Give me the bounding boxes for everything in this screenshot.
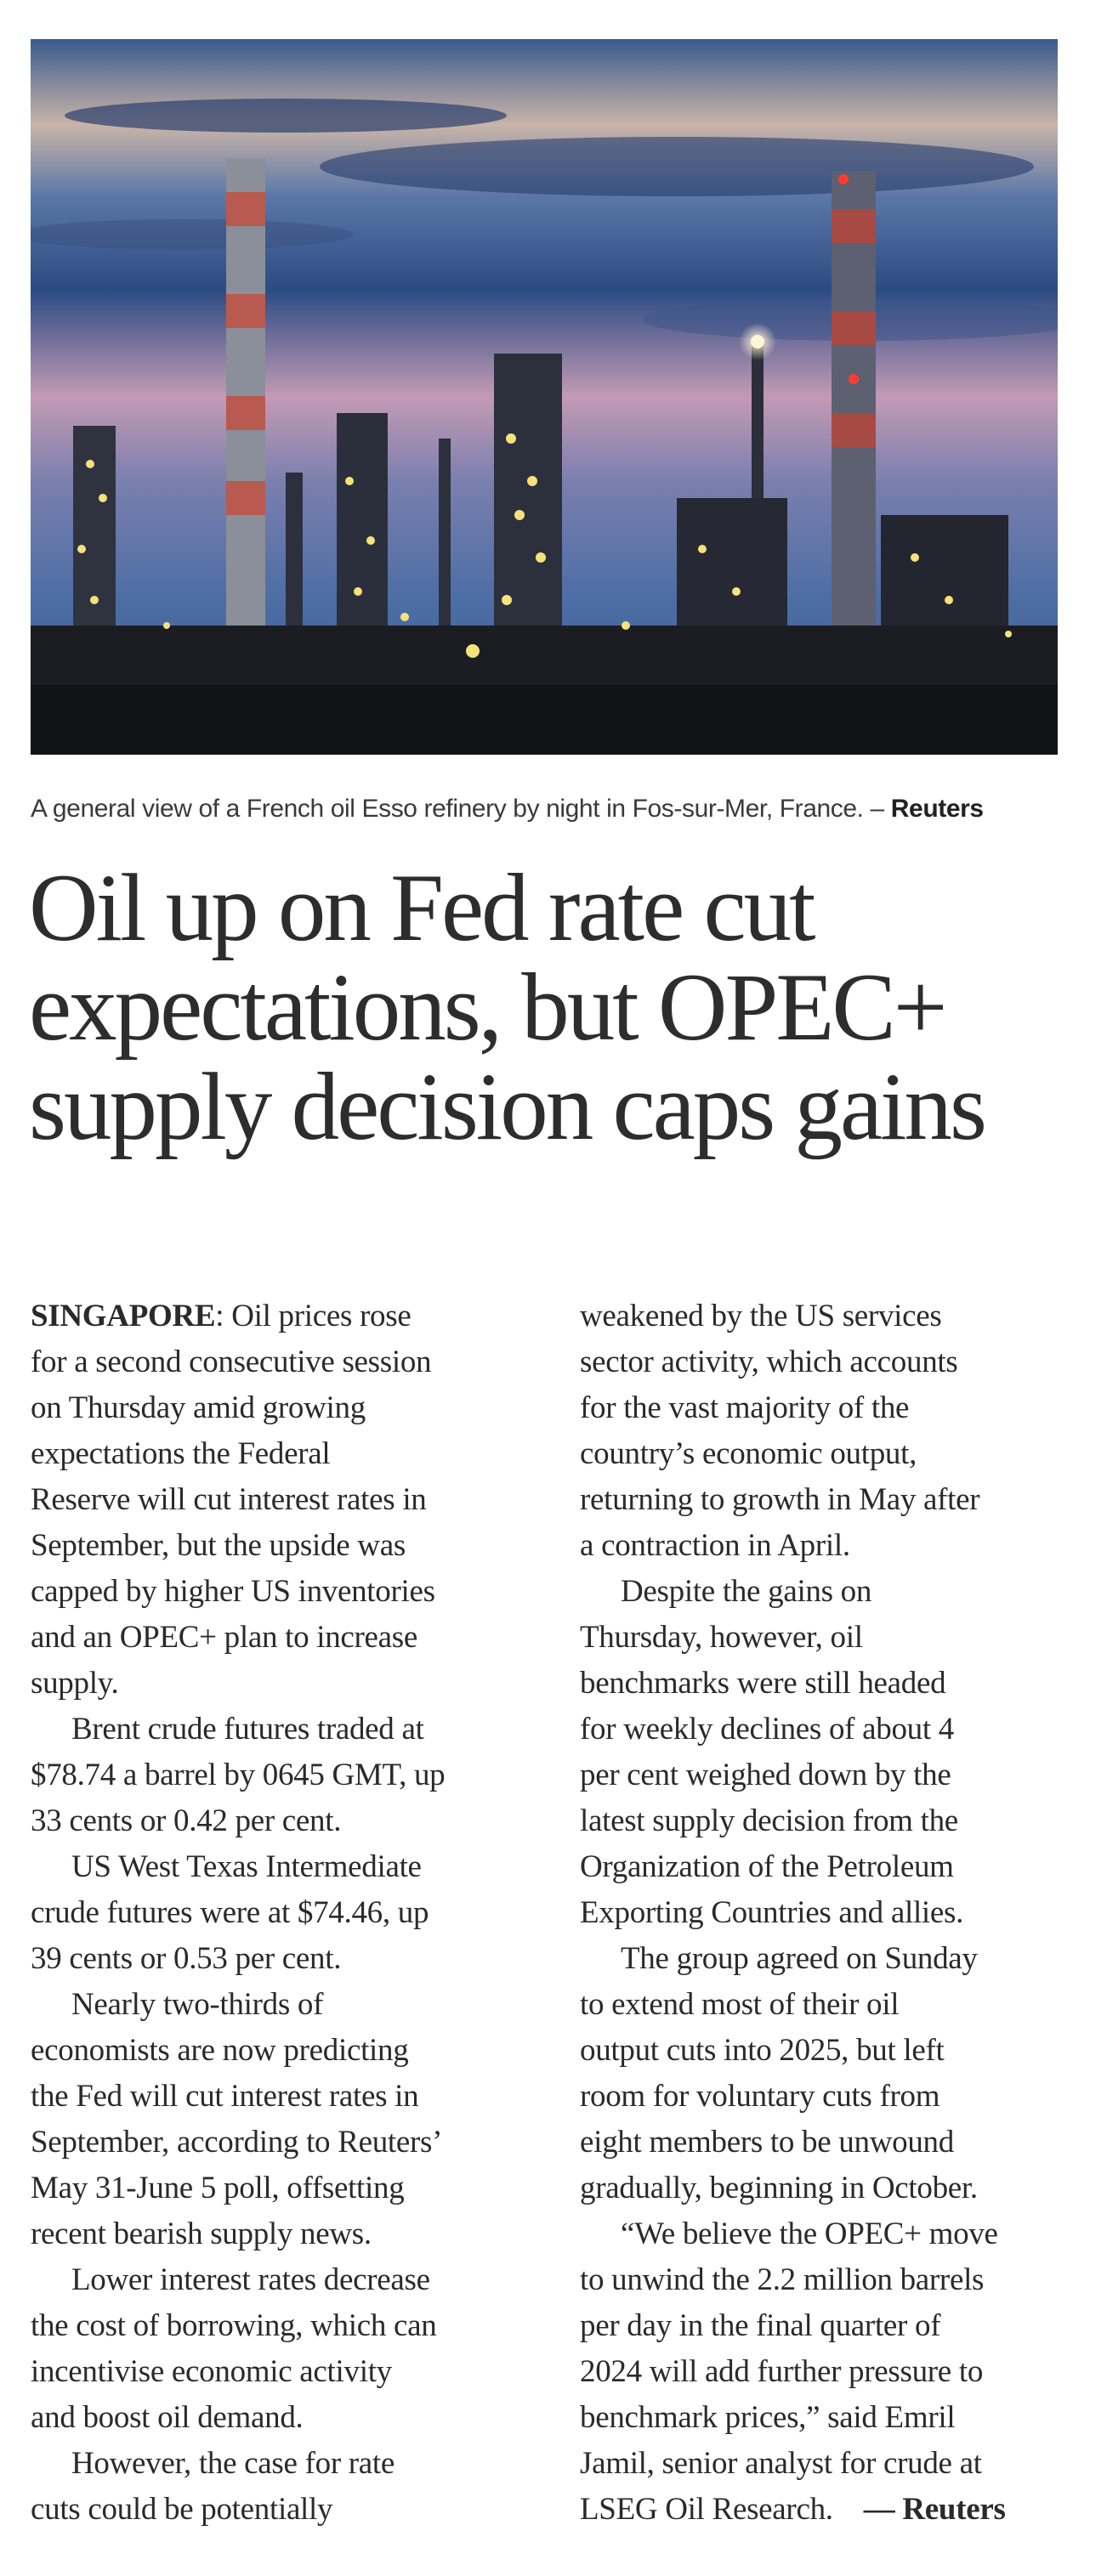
body-line: September, but the upside was: [31, 1528, 406, 1563]
body-line: The group agreed on Sunday: [621, 1941, 978, 1976]
body-line: However, the case for rate: [71, 2446, 395, 2481]
body-line: room for voluntary cuts from: [580, 2079, 940, 2114]
body-line: Despite the gains on: [621, 1574, 872, 1609]
body-line: for weekly declines of about 4: [580, 1712, 954, 1747]
body-line: Reserve will cut interest rates in: [31, 1482, 427, 1517]
body-line: supply.: [31, 1666, 119, 1701]
body-line: per day in the final quarter of: [580, 2308, 941, 2343]
body-line: Lower interest rates decrease: [71, 2262, 430, 2297]
article-column-left: SINGAPORE: Oil prices rose for a second …: [31, 1294, 514, 2533]
body-text: : Oil prices rose: [215, 1299, 412, 1333]
body-line: Nearly two-thirds of: [71, 1987, 324, 2022]
body-line: $78.74 a barrel by 0645 GMT, up: [31, 1758, 446, 1792]
caption-text: A general view of a French oil Esso refi…: [31, 795, 891, 823]
body-line: and boost oil demand.: [31, 2400, 304, 2435]
body-line: for a second consecutive session: [31, 1345, 432, 1379]
body-line: 33 cents or 0.42 per cent.: [31, 1803, 342, 1838]
body-line: expectations the Federal: [31, 1436, 331, 1471]
body-line: crude futures were at $74.46, up: [31, 1895, 429, 1930]
body-line: gradually, beginning in October.: [580, 2171, 978, 2205]
refinery-photo-illustration: [31, 39, 1058, 755]
body-line: recent bearish supply news.: [31, 2216, 372, 2251]
body-line: September, according to Reuters’: [31, 2125, 443, 2160]
body-line: cuts could be potentially: [31, 2492, 333, 2527]
body-line: economists are now predicting: [31, 2033, 409, 2068]
body-line: for the vast majority of the: [580, 1390, 910, 1425]
body-line: benchmarks were still headed: [580, 1666, 946, 1701]
body-line: incentivise economic activity: [31, 2354, 392, 2389]
body-line: Exporting Countries and allies.: [580, 1895, 964, 1930]
dateline: SINGAPORE: [31, 1299, 216, 1333]
body-line: Brent crude futures traded at: [71, 1712, 424, 1747]
refinery-photo: [31, 39, 1058, 755]
body-line: per cent weighed down by the: [580, 1758, 951, 1792]
article-column-right: weakened by the US services sector activ…: [580, 1294, 1064, 2533]
body-line: the cost of borrowing, which can: [31, 2308, 437, 2343]
body-line: US West Texas Intermediate: [71, 1849, 422, 1884]
body-line: capped by higher US inventories: [31, 1574, 435, 1609]
body-line: weakened by the US services: [580, 1299, 942, 1333]
body-line: latest supply decision from the: [580, 1803, 958, 1838]
body-line: 2024 will add further pressure to: [580, 2354, 984, 2389]
body-line: 39 cents or 0.53 per cent.: [31, 1941, 342, 1976]
caption-credit: Reuters: [890, 795, 984, 823]
body-line: Thursday, however, oil: [580, 1620, 863, 1655]
body-line: a contraction in April.: [580, 1528, 850, 1563]
body-line: to extend most of their oil: [580, 1987, 900, 2022]
body-line: output cuts into 2025, but left: [580, 2033, 945, 2068]
headline-line: supply decision caps gains: [29, 1054, 987, 1160]
body-line: sector activity, which accounts: [580, 1345, 958, 1379]
body-line: SINGAPORE: Oil prices rose: [31, 1294, 514, 1339]
body-line: eight members to be unwound: [580, 2125, 954, 2160]
body-line: Jamil, senior analyst for crude at: [580, 2446, 982, 2481]
body-line: on Thursday amid growing: [31, 1390, 366, 1425]
body-text: LSEG Oil Research.: [580, 2492, 833, 2527]
headline: Oil up on Fed rate cut expectations, but…: [29, 858, 1066, 1157]
body-line: LSEG Oil Research. — Reuters: [580, 2487, 1064, 2533]
body-line: country’s economic output,: [580, 1436, 917, 1471]
headline-line: Oil up on Fed rate cut: [29, 855, 816, 961]
body-line: May 31-June 5 poll, offsetting: [31, 2171, 405, 2205]
body-line: and an OPEC+ plan to increase: [31, 1620, 418, 1655]
photo-caption: A general view of a French oil Esso refi…: [31, 792, 1059, 826]
body-line: benchmark prices,” said Emril: [580, 2400, 956, 2435]
headline-line: expectations, but OPEC+: [29, 954, 948, 1061]
body-line: “We believe the OPEC+ move: [621, 2216, 998, 2251]
body-line: Organization of the Petroleum: [580, 1849, 954, 1884]
body-line: to unwind the 2.2 million barrels: [580, 2262, 985, 2297]
body-line: the Fed will cut interest rates in: [31, 2079, 419, 2114]
body-line: returning to growth in May after: [580, 1482, 980, 1517]
article-signature: — Reuters: [863, 2492, 1006, 2527]
